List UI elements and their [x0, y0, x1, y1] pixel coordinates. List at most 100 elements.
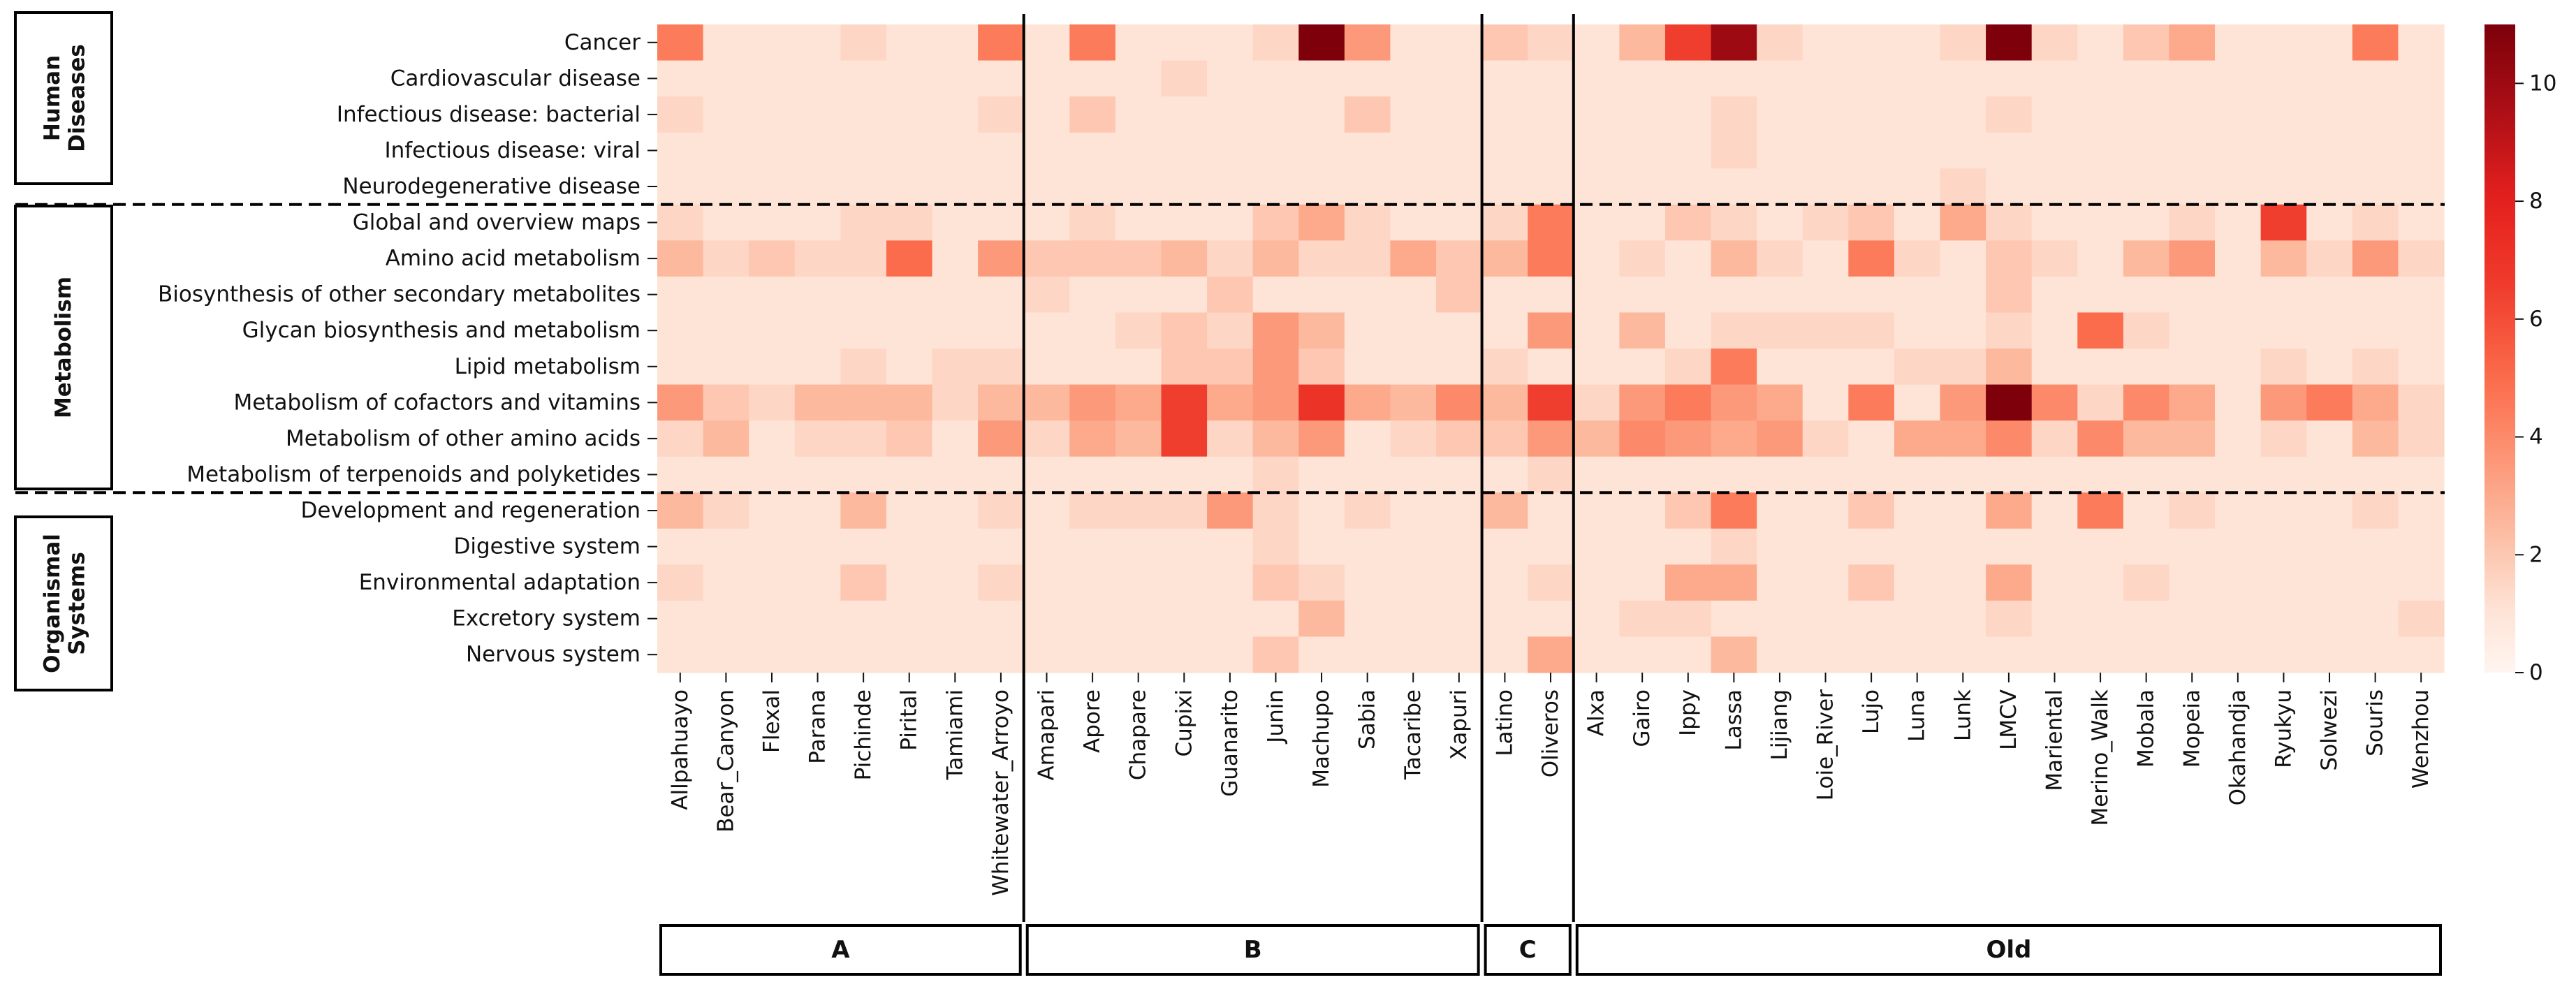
row-label-excretory-system: Excretory system	[452, 606, 641, 631]
cell-amino-acid-metabolism-pichinde	[840, 240, 887, 277]
group-box-a	[659, 924, 1022, 976]
cell-cardiovascular-disease-merino-walk	[2077, 60, 2124, 97]
cell-biosynthesis-of-other-secondary-metabolites-flexal	[749, 276, 796, 314]
cell-cancer-cupixi	[1161, 24, 1208, 61]
cell-metabolism-of-cofactors-and-vitamins-pichinde	[840, 384, 887, 421]
row-label-nervous-system: Nervous system	[466, 642, 641, 667]
row-label-global-and-overview-maps: Global and overview maps	[353, 210, 641, 235]
cell-environmental-adaptation-bear-canyon	[703, 564, 749, 601]
cell-nervous-system-chapare	[1115, 636, 1162, 673]
cell-global-and-overview-maps-lijiang	[1757, 204, 1803, 241]
cell-metabolism-of-cofactors-and-vitamins-oliveros	[1528, 384, 1574, 421]
cell-glycan-biosynthesis-and-metabolism-lujo	[1848, 312, 1895, 349]
cell-metabolism-of-terpenoids-and-polyketides-mariental	[2031, 456, 2078, 493]
cell-digestive-system-merino-walk	[2077, 528, 2124, 565]
cell-infectious-disease-bacterial-amapari	[1023, 96, 1070, 133]
cell-biosynthesis-of-other-secondary-metabolites-tamiami	[932, 276, 979, 314]
cell-lipid-metabolism-latino	[1481, 349, 1528, 386]
cell-digestive-system-lunk	[1940, 528, 1986, 565]
cell-cardiovascular-disease-bear-canyon	[703, 60, 749, 97]
row-label-glycan-biosynthesis-and-metabolism: Glycan biosynthesis and metabolism	[242, 318, 641, 343]
column-label-merino-walk: Merino_Walk	[2088, 689, 2113, 826]
cell-development-and-regeneration-guanarito	[1207, 492, 1254, 529]
cell-nervous-system-junin	[1252, 636, 1299, 673]
cell-cancer-pirital	[886, 24, 933, 61]
cell-amino-acid-metabolism-lunk	[1940, 240, 1986, 277]
cell-metabolism-of-cofactors-and-vitamins-machupo	[1298, 384, 1345, 421]
cell-nervous-system-mariental	[2031, 636, 2078, 673]
cell-nervous-system-pirital	[886, 636, 933, 673]
cell-infectious-disease-bacterial-tacaribe	[1390, 96, 1437, 133]
cell-cardiovascular-disease-machupo	[1298, 60, 1345, 97]
cell-development-and-regeneration-tamiami	[932, 492, 979, 529]
cell-infectious-disease-viral-pichinde	[840, 132, 887, 169]
cell-biosynthesis-of-other-secondary-metabolites-cupixi	[1161, 276, 1208, 314]
cell-cancer-souris	[2352, 24, 2399, 61]
cell-neurodegenerative-disease-lujo	[1848, 168, 1895, 205]
cell-neurodegenerative-disease-lassa	[1711, 168, 1757, 205]
cell-infectious-disease-bacterial-mobala	[2123, 96, 2170, 133]
cell-cardiovascular-disease-chapare	[1115, 60, 1162, 97]
cell-glycan-biosynthesis-and-metabolism-lijiang	[1757, 312, 1803, 349]
cell-amino-acid-metabolism-mariental	[2031, 240, 2078, 277]
column-label-latino: Latino	[1492, 689, 1517, 756]
cell-nervous-system-sabia	[1344, 636, 1391, 673]
cell-lipid-metabolism-ippy	[1664, 349, 1712, 386]
cell-amino-acid-metabolism-sabia	[1344, 240, 1391, 277]
cell-environmental-adaptation-latino	[1481, 564, 1528, 601]
cell-development-and-regeneration-lmcv	[1986, 492, 2033, 529]
cell-glycan-biosynthesis-and-metabolism-tamiami	[932, 312, 979, 349]
cell-cardiovascular-disease-lmcv	[1986, 60, 2033, 97]
cell-lipid-metabolism-merino-walk	[2077, 349, 2124, 386]
cell-metabolism-of-terpenoids-and-polyketides-parana	[794, 456, 841, 493]
cell-cardiovascular-disease-amapari	[1023, 60, 1070, 97]
cell-cardiovascular-disease-lujo	[1848, 60, 1895, 97]
cell-global-and-overview-maps-gairo	[1619, 204, 1666, 241]
cell-cancer-lujo	[1848, 24, 1895, 61]
cell-digestive-system-latino	[1481, 528, 1528, 565]
cell-development-and-regeneration-gairo	[1619, 492, 1666, 529]
cell-digestive-system-bear-canyon	[703, 528, 749, 565]
category-label-human-diseases: HumanDiseases	[40, 44, 90, 152]
cell-biosynthesis-of-other-secondary-metabolites-merino-walk	[2077, 276, 2124, 314]
cell-glycan-biosynthesis-and-metabolism-mobala	[2123, 312, 2170, 349]
cell-environmental-adaptation-lmcv	[1986, 564, 2033, 601]
cell-metabolism-of-cofactors-and-vitamins-tacaribe	[1390, 384, 1437, 421]
column-label-alxa: Alxa	[1584, 689, 1609, 736]
cell-metabolism-of-cofactors-and-vitamins-bear-canyon	[703, 384, 749, 421]
cell-metabolism-of-other-amino-acids-mopeia	[2169, 420, 2216, 457]
cell-environmental-adaptation-sabia	[1344, 564, 1391, 601]
cell-neurodegenerative-disease-allpahuayo	[657, 168, 704, 205]
cell-excretory-system-lassa	[1711, 600, 1757, 638]
cell-cardiovascular-disease-loie-river	[1802, 60, 1849, 97]
cell-digestive-system-lassa	[1711, 528, 1757, 565]
cell-metabolism-of-cofactors-and-vitamins-sabia	[1344, 384, 1391, 421]
cell-nervous-system-solwezi	[2306, 636, 2353, 673]
cell-excretory-system-mobala	[2123, 600, 2170, 638]
cell-amino-acid-metabolism-machupo	[1298, 240, 1345, 277]
cell-glycan-biosynthesis-and-metabolism-xapuri	[1436, 312, 1483, 349]
cell-metabolism-of-terpenoids-and-polyketides-tamiami	[932, 456, 979, 493]
cell-development-and-regeneration-tacaribe	[1390, 492, 1437, 529]
cell-global-and-overview-maps-okahandja	[2215, 204, 2262, 241]
cell-lipid-metabolism-sabia	[1344, 349, 1391, 386]
cell-lipid-metabolism-junin	[1252, 349, 1299, 386]
cell-cardiovascular-disease-pichinde	[840, 60, 887, 97]
column-label-souris: Souris	[2363, 689, 2388, 756]
cell-digestive-system-loie-river	[1802, 528, 1849, 565]
cell-lipid-metabolism-parana	[794, 349, 841, 386]
cell-glycan-biosynthesis-and-metabolism-pichinde	[840, 312, 887, 349]
cell-metabolism-of-cofactors-and-vitamins-amapari	[1023, 384, 1070, 421]
cell-glycan-biosynthesis-and-metabolism-sabia	[1344, 312, 1391, 349]
cell-cardiovascular-disease-junin	[1252, 60, 1299, 97]
cell-excretory-system-guanarito	[1207, 600, 1254, 638]
cell-environmental-adaptation-ippy	[1664, 564, 1712, 601]
cell-digestive-system-tacaribe	[1390, 528, 1437, 565]
cell-metabolism-of-terpenoids-and-polyketides-sabia	[1344, 456, 1391, 493]
cell-neurodegenerative-disease-tamiami	[932, 168, 979, 205]
cell-nervous-system-guanarito	[1207, 636, 1254, 673]
group-box-c	[1484, 924, 1572, 976]
cell-excretory-system-tamiami	[932, 600, 979, 638]
cell-infectious-disease-viral-xapuri	[1436, 132, 1483, 169]
cell-metabolism-of-cofactors-and-vitamins-ippy	[1664, 384, 1712, 421]
